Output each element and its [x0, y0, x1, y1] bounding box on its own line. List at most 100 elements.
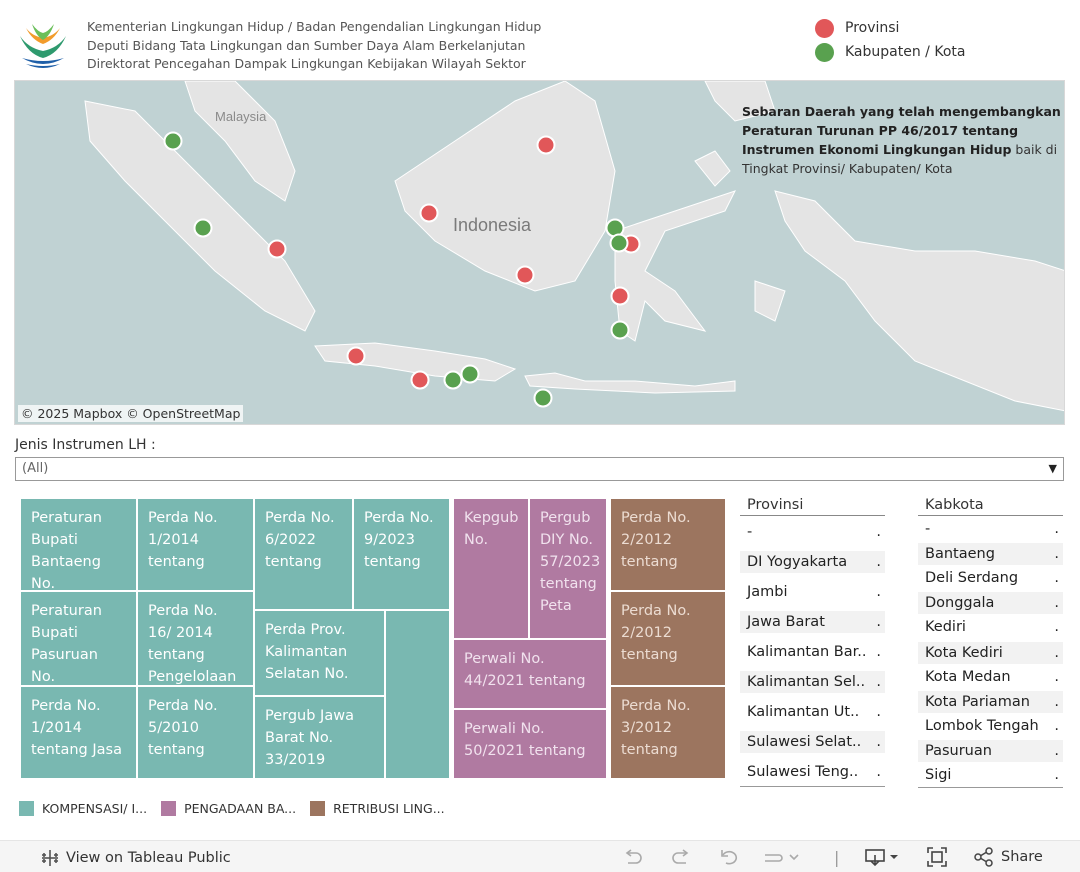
- fullscreen-button[interactable]: [926, 847, 948, 867]
- provinsi-list-item[interactable]: Kalimantan Ut...: [747, 704, 881, 720]
- download-icon: [865, 849, 898, 867]
- treemap-cell[interactable]: Kepgub No.: [454, 499, 528, 638]
- kabkota-list-item[interactable]: -.: [925, 521, 1059, 537]
- tableau-logo-icon: [42, 850, 58, 866]
- legend-label: KOMPENSASI/ I...: [42, 801, 148, 816]
- treemap-cell[interactable]: [386, 611, 449, 778]
- kabkota-list-item[interactable]: Sigi.: [925, 767, 1059, 783]
- legend-item-provinsi[interactable]: Provinsi: [815, 16, 965, 40]
- kabkota-dot[interactable]: [460, 364, 480, 384]
- instrument-filter-dropdown[interactable]: (All) ▼: [15, 457, 1064, 481]
- category-legend: KOMPENSASI/ I... PENGADAAN BA... RETRIBU…: [19, 801, 459, 816]
- kabkota-dot[interactable]: [443, 370, 463, 390]
- fullscreen-icon: [927, 847, 947, 867]
- provinsi-list-item[interactable]: Kalimantan Bar...: [747, 644, 881, 660]
- kabkota-dot[interactable]: [610, 320, 630, 340]
- map-legend: Provinsi Kabupaten / Kota: [815, 16, 965, 64]
- indonesia-map[interactable]: Malaysia Indonesia Sebaran Daerah yang t…: [14, 80, 1065, 425]
- kabkota-list-item[interactable]: Pasuruan.: [918, 740, 1063, 762]
- legend-item-retribusi[interactable]: RETRIBUSI LING...: [310, 801, 445, 816]
- province-dot[interactable]: [410, 370, 430, 390]
- legend-label: RETRIBUSI LING...: [333, 801, 445, 816]
- treemap-cell[interactable]: Peraturan Bupati Bantaeng No.: [21, 499, 136, 590]
- kabkota-list-item[interactable]: Deli Serdang.: [925, 570, 1059, 586]
- kabkota-list-item[interactable]: Kota Kediri.: [918, 642, 1063, 664]
- treemap-cell[interactable]: Perda No. 9/2023 tentang: [354, 499, 449, 609]
- treemap-cell[interactable]: Peraturan Bupati Pasuruan No.: [21, 592, 136, 685]
- kabkota-dot[interactable]: [193, 218, 213, 238]
- share-icon: [974, 847, 993, 867]
- province-dot[interactable]: [267, 239, 287, 259]
- map-description-bold: Sebaran Daerah yang telah mengembangkan …: [742, 104, 1061, 157]
- kabkota-list-header: Kabkota: [918, 496, 1063, 520]
- kabkota-dot[interactable]: [609, 233, 629, 253]
- download-button[interactable]: [864, 847, 902, 867]
- provinsi-list-header: Provinsi: [740, 496, 885, 520]
- treemap-cell[interactable]: Perda No. 6/2022 tentang: [255, 499, 352, 609]
- legend-label: Provinsi: [845, 20, 900, 36]
- refresh-button[interactable]: [762, 847, 800, 867]
- map-description: Sebaran Daerah yang telah mengembangkan …: [742, 102, 1064, 178]
- legend-item-pengadaan[interactable]: PENGADAAN BA...: [161, 801, 296, 816]
- kabkota-list-item[interactable]: Kota Pariaman.: [918, 691, 1063, 713]
- kabkota-list-item[interactable]: Lombok Tengah.: [925, 718, 1059, 734]
- redo-button[interactable]: [670, 847, 692, 867]
- kabkota-dot[interactable]: [533, 388, 553, 408]
- treemap-cell[interactable]: Perda No. 2/2012 tentang: [611, 592, 725, 685]
- province-dot[interactable]: [536, 135, 556, 155]
- treemap-cell[interactable]: Perda No. 5/2010 tentang: [138, 687, 253, 778]
- share-button[interactable]: Share: [973, 847, 1043, 867]
- kabkota-list-item[interactable]: Kota Medan.: [925, 669, 1059, 685]
- province-dot[interactable]: [419, 203, 439, 223]
- province-dot[interactable]: [610, 286, 630, 306]
- treemap-cell[interactable]: Perda No. 2/2012 tentang: [611, 499, 725, 590]
- provinsi-list-item[interactable]: Kalimantan Sel...: [740, 671, 885, 693]
- revert-button[interactable]: [718, 847, 740, 867]
- provinsi-list-item[interactable]: Jambi.: [747, 584, 881, 600]
- kabkota-list-item[interactable]: Donggala.: [918, 592, 1063, 614]
- view-on-tableau-link[interactable]: View on Tableau Public: [40, 848, 231, 868]
- tableau-toolbar: View on Tableau Public | Share: [0, 840, 1080, 872]
- org-line-1: Kementerian Lingkungan Hidup / Badan Pen…: [87, 19, 542, 34]
- map-description-rest: baik di Tingkat Provinsi/ Kabupaten/ Kot…: [742, 142, 1058, 176]
- ministry-logo: [14, 14, 72, 72]
- provinsi-list-item[interactable]: Sulawesi Teng...: [747, 764, 881, 780]
- provinsi-list-item[interactable]: -.: [747, 524, 881, 540]
- redo-icon: [672, 849, 689, 864]
- teal-swatch-icon: [19, 801, 34, 816]
- provinsi-list-item[interactable]: DI Yogyakarta.: [740, 551, 885, 573]
- province-dot[interactable]: [346, 346, 366, 366]
- org-line-3: Direktorat Pencegahan Dampak Lingkungan …: [87, 56, 526, 71]
- map-attribution[interactable]: © 2025 Mapbox © OpenStreetMap: [18, 405, 244, 422]
- brown-swatch-icon: [310, 801, 326, 816]
- treemap-cell[interactable]: Perwali No. 50/2021 tentang: [454, 710, 606, 778]
- red-dot-icon: [815, 18, 834, 38]
- kabkota-list-item[interactable]: Bantaeng.: [918, 543, 1063, 565]
- view-on-tableau-label: View on Tableau Public: [66, 850, 231, 866]
- provinsi-list-item[interactable]: Sulawesi Selat...: [740, 731, 885, 753]
- kabkota-list-border: [918, 787, 1063, 788]
- province-dot[interactable]: [515, 265, 535, 285]
- treemap-cell[interactable]: Pergub Jawa Barat No. 33/2019: [255, 697, 384, 778]
- treemap-cell[interactable]: Perda No. 1/2014 tentang: [138, 499, 253, 590]
- treemap-cell[interactable]: Perwali No. 44/2021 tentang: [454, 640, 606, 708]
- provinsi-list-item[interactable]: Jawa Barat.: [740, 611, 885, 633]
- undo-button[interactable]: [622, 847, 644, 867]
- provinsi-list-border: [740, 786, 885, 787]
- legend-label: Kabupaten / Kota: [845, 44, 966, 60]
- legend-item-kabupaten-kota[interactable]: Kabupaten / Kota: [815, 40, 965, 64]
- treemap-cell[interactable]: Perda Prov. Kalimantan Selatan No.: [255, 611, 384, 695]
- legend-label: PENGADAAN BA...: [184, 801, 297, 816]
- treemap-cell[interactable]: Perda No. 16/ 2014 tentang Pengelolaan: [138, 592, 253, 685]
- treemap-cell[interactable]: Perda No. 3/2012 tentang: [611, 687, 725, 778]
- legend-item-kompensasi[interactable]: KOMPENSASI/ I...: [19, 801, 147, 816]
- organization-header: Kementerian Lingkungan Hidup / Badan Pen…: [87, 18, 541, 74]
- treemap-cell[interactable]: Pergub DIY No. 57/2023 tentang Peta: [530, 499, 606, 638]
- revert-icon: [721, 850, 738, 865]
- kabkota-dot[interactable]: [163, 131, 183, 151]
- treemap-cell[interactable]: Perda No. 1/2014 tentang Jasa: [21, 687, 136, 778]
- dropdown-arrow-icon[interactable]: ▼: [1048, 462, 1057, 475]
- kabkota-list-item[interactable]: Kediri.: [925, 619, 1059, 635]
- green-dot-icon: [815, 42, 834, 62]
- purple-swatch-icon: [161, 801, 177, 816]
